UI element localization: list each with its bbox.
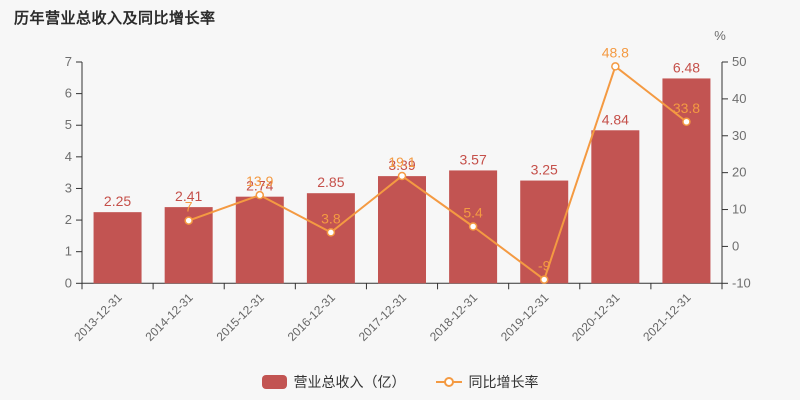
bar-value-label: 2.85 [317,174,344,190]
x-axis-category-label: 2021-12-31 [640,290,694,344]
line-value-label: 33.8 [673,100,700,116]
line-point-2019-12-31[interactable] [539,275,549,284]
right-axis-tick-label: -10 [732,275,751,290]
bar-legend-swatch-icon [261,375,287,389]
x-axis-category-label: 2016-12-31 [285,290,339,344]
line-value-label: -9 [538,258,551,274]
bar-2020-12-31[interactable] [591,130,640,284]
right-axis-tick-label: 50 [732,54,746,69]
line-point-2017-12-31[interactable] [397,171,407,181]
line-value-label: 5.4 [463,204,483,220]
bar-value-label: 4.84 [602,111,629,127]
bar-2015-12-31[interactable] [235,196,284,284]
line-point-2021-12-31[interactable] [682,117,691,127]
line-point-2018-12-31[interactable] [468,222,478,231]
bar-2016-12-31[interactable] [306,193,355,284]
x-axis-category-label: 2013-12-31 [71,290,125,344]
line-value-label: 48.8 [602,44,629,60]
line-value-label: 7 [185,199,193,215]
line-value-label: 19.1 [388,154,415,170]
x-axis-category-label: 2018-12-31 [427,290,481,344]
x-axis-category-label: 2019-12-31 [498,290,552,344]
x-axis-category-label: 2015-12-31 [214,290,268,344]
line-value-label: 3.8 [321,210,341,226]
line-value-label: 13.9 [246,173,273,189]
bar-2021-12-31[interactable] [662,78,711,284]
left-axis-tick-label: 0 [65,275,72,290]
left-axis-tick-label: 4 [65,149,72,164]
x-axis-category-label: 2014-12-31 [142,290,196,344]
legend-label-growth: 同比增长率 [468,374,539,390]
legend-item-growth[interactable]: 同比增长率 [435,372,539,392]
legend-label-revenue: 营业总收入（亿） [293,374,406,390]
chart-title: 历年营业总收入及同比增长率 [14,10,216,27]
bar-2013-12-31[interactable] [93,212,142,284]
right-axis-tick-label: 20 [732,165,746,180]
right-axis-tick-label: 0 [732,238,739,253]
left-axis-tick-label: 5 [65,117,72,132]
left-axis-tick-label: 7 [65,54,72,69]
bar-value-label: 2.74 [246,178,273,194]
right-axis-unit-label: % [714,28,726,43]
growth-line [188,65,688,281]
line-point-2014-12-31[interactable] [184,216,193,225]
legend-item-revenue[interactable]: 营业总收入（亿） [261,372,406,392]
bar-value-label: 3.39 [388,157,415,173]
bar-2017-12-31[interactable] [378,176,426,284]
bar-value-label: 3.25 [531,162,558,178]
x-axis-category-label: 2020-12-31 [569,290,623,344]
left-axis-tick-label: 2 [65,212,72,227]
line-point-2020-12-31[interactable] [611,62,620,71]
right-axis-tick-label: 30 [732,128,746,143]
line-point-2016-12-31[interactable] [326,228,336,237]
left-axis-tick-label: 3 [65,180,72,195]
left-axis-tick-label: 6 [65,86,72,101]
x-axis-category-label: 2017-12-31 [356,290,410,344]
bar-value-label: 6.48 [673,59,700,75]
line-legend-marker-icon [435,375,462,389]
left-axis-tick-label: 1 [65,244,72,259]
bar-value-label: 2.25 [104,193,131,209]
line-point-2015-12-31[interactable] [255,190,265,200]
right-axis-tick-label: 10 [732,202,746,217]
bar-value-label: 2.41 [175,188,202,204]
bar-value-label: 3.57 [459,151,486,167]
right-axis-tick-label: 40 [732,91,746,106]
legend: 营业总收入（亿） 同比增长率 [0,372,800,392]
